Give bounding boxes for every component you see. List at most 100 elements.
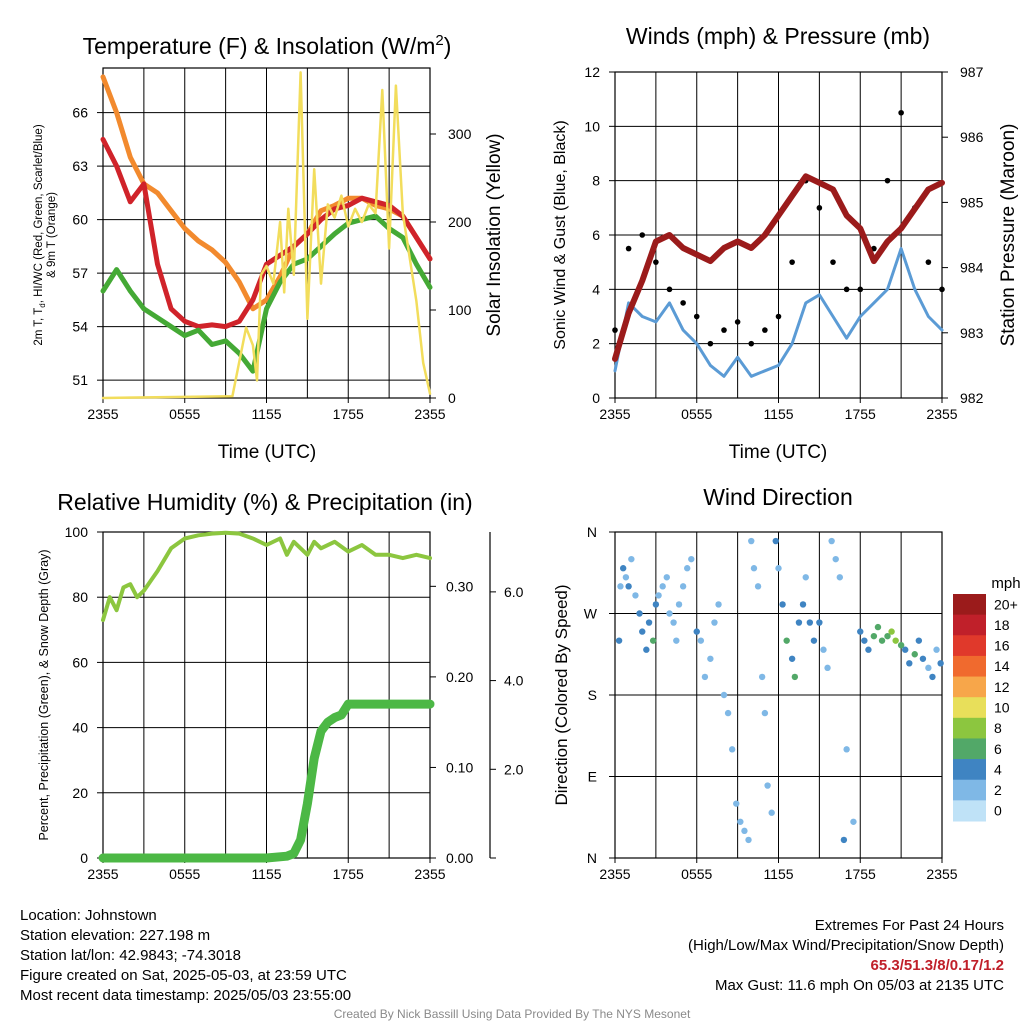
- winds-panel: Winds (mph) & Pressure (mb) Time (UTC) S…: [552, 23, 1019, 463]
- direction-point: [750, 565, 758, 572]
- direction-point: [639, 628, 646, 635]
- direction-point: [824, 664, 831, 672]
- gust-point: [625, 245, 632, 252]
- direction-point: [741, 827, 748, 835]
- direction-y-axis-label: Direction (Colored By Speed): [552, 584, 571, 805]
- credit-text: Created By Nick Bassill Using Data Provi…: [333, 1007, 691, 1021]
- temperature-y-axis-label-line2: & 9m T (Orange): [46, 192, 58, 278]
- wind-direction-title: Wind Direction: [703, 484, 853, 510]
- direction-point: [673, 637, 680, 644]
- colorbar-label: 2: [994, 782, 1002, 798]
- wind-ytick-label: 6: [592, 227, 600, 243]
- direction-point: [715, 601, 722, 608]
- location-text: Location: Johnstown: [20, 907, 157, 924]
- direction-point: [693, 628, 700, 635]
- wind-direction-xtick-label: 1755: [845, 866, 876, 882]
- direction-point: [684, 565, 691, 572]
- direction-point: [783, 637, 790, 644]
- precip-ytick-label: 0.20: [446, 669, 473, 685]
- direction-point: [897, 641, 905, 649]
- temperature-series-3: [101, 71, 432, 400]
- direction-point: [888, 628, 895, 635]
- colorbar-label: 18: [994, 617, 1010, 633]
- direction-ytick-label: N: [587, 850, 597, 866]
- colorbar-swatch: [953, 779, 986, 801]
- gust-point: [734, 319, 741, 325]
- direction-point: [911, 651, 918, 658]
- direction-point: [828, 537, 835, 545]
- station-info: Location: Johnstown Station elevation: 2…: [20, 906, 351, 1006]
- gust-point: [843, 286, 850, 293]
- humidity-series-1: [98, 699, 435, 863]
- wind-ytick-label: 10: [584, 118, 600, 134]
- pressure-ytick-label: 983: [960, 325, 984, 341]
- gust-point: [816, 205, 823, 211]
- insolation-y-axis-label: Solar Insolation (Yellow): [484, 133, 505, 336]
- gust-point: [884, 177, 891, 184]
- pressure-ytick-label: 984: [960, 260, 984, 276]
- wind-direction-panel: Wind Direction Direction (Colored By Spe…: [552, 484, 1021, 882]
- colorbar-label: 12: [994, 679, 1010, 695]
- direction-point: [761, 709, 769, 717]
- pressure-ytick-label: 987: [960, 64, 984, 80]
- winds-title: Winds (mph) & Pressure (mb): [626, 23, 930, 49]
- precip-ytick-label: 0.30: [446, 578, 473, 594]
- direction-point: [617, 583, 624, 590]
- gust-point: [612, 327, 618, 333]
- humidity-title: Relative Humidity (%) & Precipitation (i…: [57, 489, 472, 515]
- gust-point: [830, 259, 836, 265]
- direction-point: [843, 746, 850, 753]
- max-gust-text: Max Gust: 11.6 mph On 05/03 at 2135 UTC: [714, 977, 1004, 994]
- gust-point: [680, 300, 686, 306]
- temperature-xtick-label: 0555: [169, 406, 200, 422]
- pressure-line: [612, 173, 945, 362]
- direction-point: [832, 555, 839, 563]
- direction-point: [748, 537, 755, 545]
- direction-point: [670, 619, 677, 626]
- colorbar-label: 8: [994, 720, 1002, 736]
- direction-point: [632, 592, 639, 599]
- direction-point: [737, 818, 744, 825]
- winds-xtick-label: 2355: [599, 406, 630, 422]
- colorbar-label: 6: [994, 741, 1002, 757]
- elevation-text: Station elevation: 227.198 m: [20, 927, 211, 944]
- colorbar-swatch: [953, 614, 986, 636]
- colorbar-label: 0: [994, 803, 1002, 819]
- snow-depth-ytick-label: 2.0: [504, 761, 524, 777]
- extremes-subtitle: (High/Low/Max Wind/Precipitation/Snow De…: [688, 937, 1004, 954]
- gust-point: [789, 259, 795, 265]
- direction-point: [754, 583, 762, 590]
- direction-point: [636, 610, 643, 617]
- gust-point: [693, 313, 700, 320]
- direction-point: [615, 637, 623, 644]
- temperature-series-2: [100, 213, 433, 374]
- insolation-ytick-label: 300: [448, 126, 472, 142]
- temperature-xtick-label: 2355: [414, 406, 445, 422]
- humidity-xtick-label: 2355: [87, 866, 118, 882]
- direction-point: [711, 619, 718, 626]
- direction-point: [768, 809, 775, 816]
- direction-point: [655, 592, 662, 599]
- wind-y-axis-label: Sonic Wind & Gust (Blue, Black): [552, 120, 569, 349]
- direction-point: [788, 655, 796, 662]
- colorbar-swatch: [953, 676, 986, 698]
- humidity-xtick-label: 0555: [169, 866, 200, 882]
- humidity-y-axis-label: Percent, Precipitation (Green), & Snow D…: [37, 549, 51, 840]
- wind-speed-line: [613, 247, 944, 378]
- snow-depth-ytick-label: 6.0: [504, 584, 524, 600]
- direction-point: [836, 574, 844, 581]
- humidity-ytick-label: 100: [65, 524, 89, 540]
- winds-xtick-label: 0555: [681, 406, 712, 422]
- direction-point: [865, 646, 872, 653]
- pressure-ytick-label: 985: [960, 194, 984, 210]
- colorbar-swatch: [953, 635, 986, 657]
- direction-point: [772, 537, 779, 545]
- direction-point: [933, 646, 940, 653]
- temperature-ytick-label: 54: [72, 319, 88, 335]
- direction-point: [775, 565, 782, 572]
- colorbar-label: 16: [994, 638, 1010, 654]
- winds-xtick-label: 1755: [845, 406, 876, 422]
- colorbar-label: 4: [994, 761, 1002, 777]
- wind-direction-xtick-label: 2355: [926, 866, 957, 882]
